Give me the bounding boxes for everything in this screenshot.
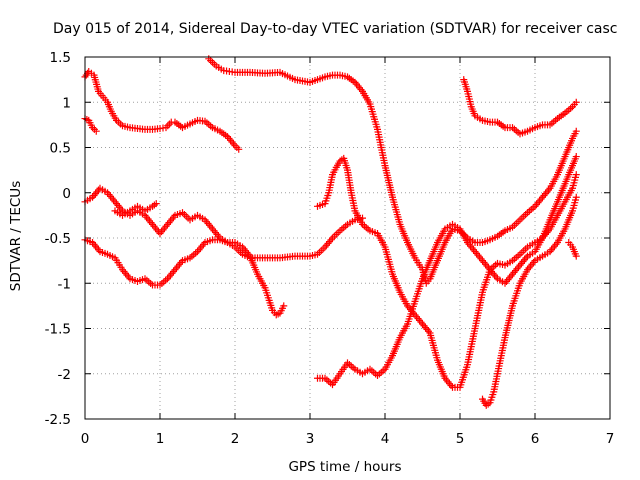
data-point [152,200,160,208]
data-point [572,153,580,161]
y-tick-label: 1 [62,95,71,111]
plot-frame [84,56,611,420]
y-tick-label: 0.5 [50,141,71,157]
y-axis-label: SDTVAR / TECUs [8,181,24,291]
x-tick-label: 4 [381,431,390,447]
x-tick-label: 3 [306,431,315,447]
data-point [166,120,173,128]
series-7 [479,193,580,409]
data-point [572,252,580,260]
series-5 [314,154,580,391]
x-tick-label: 1 [156,431,165,447]
data-point [280,302,288,310]
gridlines [85,57,610,419]
y-tick-label: -0.5 [45,231,71,247]
x-tick-labels: 0 1 2 3 4 5 6 7 [81,431,615,447]
data-point [572,98,580,106]
x-axis-label: GPS time / hours [288,459,401,475]
series-1 [81,67,243,153]
x-tick-label: 6 [531,431,540,447]
x-tick-label: 5 [456,431,465,447]
x-tick-label: 7 [606,431,615,447]
series-3 [81,214,366,289]
y-tick-label: 0 [62,186,71,202]
y-tick-labels: 1.5 1 0.5 0 -0.5 -1 -1.5 -2 -2.5 [45,50,71,428]
data-points [81,55,580,409]
series-6 [314,153,580,389]
series-8 [460,76,580,138]
series-2 [81,184,288,319]
data-point [572,171,580,179]
y-tick-label: -1.5 [45,322,71,338]
data-point [572,193,580,201]
y-tick-label: -2.5 [45,412,71,428]
data-point [92,127,100,135]
y-tick-label: 1.5 [50,50,71,66]
series-4 [205,55,580,287]
data-point [235,145,243,153]
x-tick-label: 2 [231,431,240,447]
y-tick-label: -2 [58,367,71,383]
y-tick-label: -1 [58,276,71,292]
x-tick-label: 0 [81,431,90,447]
data-point [572,127,580,135]
chart-title: Day 015 of 2014, Sidereal Day-to-day VTE… [53,21,617,37]
